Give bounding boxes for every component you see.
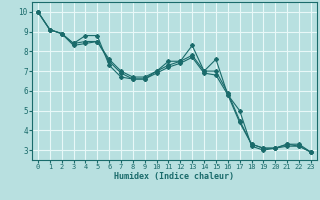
X-axis label: Humidex (Indice chaleur): Humidex (Indice chaleur) [115,172,234,181]
